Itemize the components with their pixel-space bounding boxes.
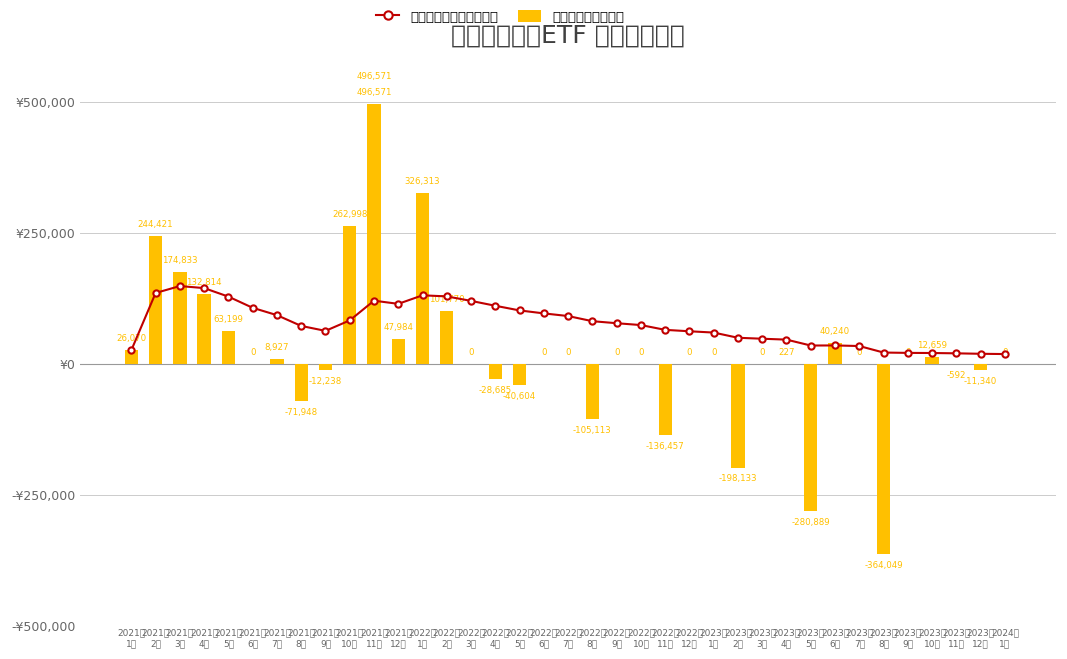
Text: -40,604: -40,604 [503,392,537,401]
Text: 0: 0 [638,348,643,357]
Bar [489,364,501,379]
Text: 326,313: 326,313 [404,177,441,186]
Bar [925,357,939,364]
Text: -105,113: -105,113 [573,426,611,435]
Bar [416,193,429,364]
Bar [586,364,599,419]
Bar [877,364,890,554]
Bar [828,343,842,364]
Bar [197,294,211,364]
Text: 26,070: 26,070 [116,334,146,343]
Text: -28,685: -28,685 [479,386,512,395]
Text: 0: 0 [566,348,571,357]
Text: 496,571: 496,571 [356,72,392,81]
Bar [731,364,745,468]
Text: 0: 0 [711,348,716,357]
Text: 8,927: 8,927 [265,343,289,353]
Bar [513,364,526,385]
Bar [658,364,672,436]
Text: 0: 0 [857,348,862,357]
Bar [222,331,235,364]
Text: 0: 0 [905,348,910,357]
Title: トライオートETF 月別実現損益: トライオートETF 月別実現損益 [451,24,685,47]
Bar [270,359,284,364]
Text: 12,659: 12,659 [917,341,947,351]
Text: 40,240: 40,240 [819,327,850,336]
Text: 174,833: 174,833 [162,256,197,266]
Text: -280,889: -280,889 [792,518,830,527]
Text: -11,340: -11,340 [964,376,998,386]
Bar [805,364,817,511]
Text: -12,238: -12,238 [308,377,343,386]
Legend: 平均実現損益（利確額）, 実現損益（利確額）: 平均実現損益（利確額）, 実現損益（利確額） [370,5,630,29]
Text: 0: 0 [468,348,474,357]
Text: 262,998: 262,998 [332,210,367,219]
Bar [173,272,187,364]
Bar [367,103,381,364]
Bar [392,339,405,364]
Bar [149,236,162,364]
Bar [344,226,356,364]
Text: 227: 227 [778,348,795,357]
Text: -136,457: -136,457 [646,442,685,451]
Text: -71,948: -71,948 [285,409,318,417]
Text: 101,770: 101,770 [429,295,464,304]
Text: 0: 0 [541,348,546,357]
Text: 0: 0 [250,348,255,357]
Text: 47,984: 47,984 [383,323,413,332]
Bar [440,310,453,364]
Text: 0: 0 [687,348,692,357]
Text: 244,421: 244,421 [138,220,174,229]
Bar [125,350,138,364]
Bar [974,364,987,370]
Text: 0: 0 [1002,348,1007,357]
Text: 63,199: 63,199 [213,315,243,324]
Text: -364,049: -364,049 [864,561,903,570]
Text: 0: 0 [760,348,765,357]
Text: -198,133: -198,133 [719,474,758,484]
Text: 132,814: 132,814 [187,279,222,287]
Text: -592: -592 [946,371,966,380]
Bar [319,364,332,370]
Text: 496,571: 496,571 [356,88,392,97]
Bar [294,364,308,401]
Text: 0: 0 [614,348,620,357]
